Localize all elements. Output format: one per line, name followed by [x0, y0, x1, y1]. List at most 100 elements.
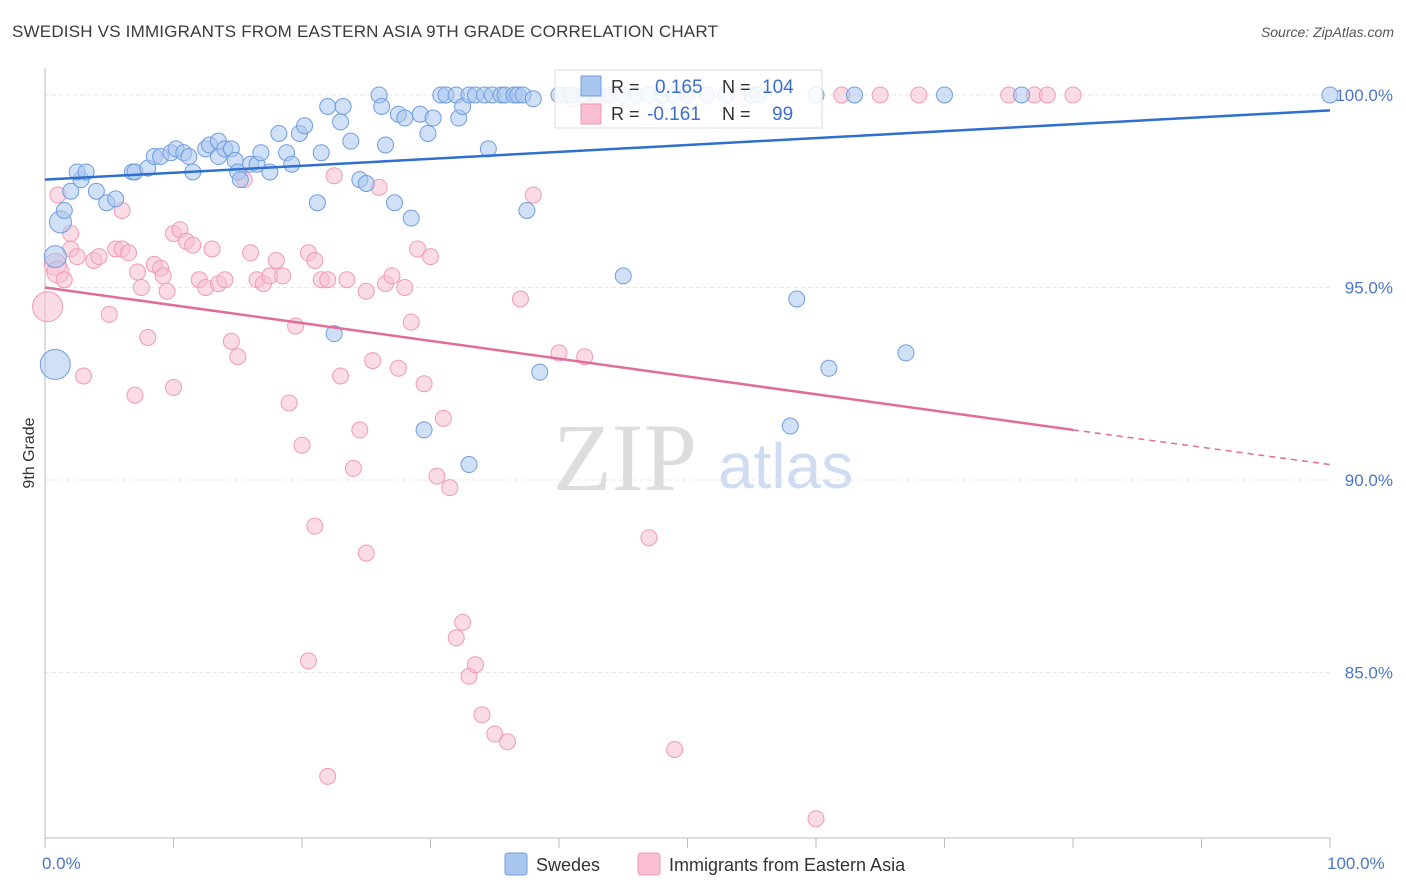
- data-point-asia: [511, 290, 529, 308]
- data-point-asia: [158, 282, 176, 300]
- data-point-asia: [100, 305, 118, 323]
- data-point-asia: [222, 332, 240, 350]
- data-point-swedes: [846, 86, 864, 104]
- stats-swedes-n-label: N =: [722, 77, 751, 97]
- data-point-asia: [351, 421, 369, 439]
- data-point-asia: [55, 271, 73, 289]
- data-point-swedes: [897, 344, 915, 362]
- data-point-swedes: [107, 190, 125, 208]
- stats-swedes-r-value: 0.165: [655, 77, 703, 98]
- data-point-asia: [383, 267, 401, 285]
- data-point-swedes: [781, 417, 799, 435]
- data-point-swedes: [252, 144, 270, 162]
- data-point-asia: [409, 240, 427, 258]
- stats-asia-r-value: -0.161: [647, 104, 701, 125]
- x-tick-label-min: 0.0%: [42, 854, 81, 873]
- data-point-asia: [357, 544, 375, 562]
- trend-line-asia-extension: [1072, 429, 1331, 466]
- data-point-swedes: [319, 98, 337, 115]
- data-point-swedes: [419, 124, 437, 142]
- data-point-asia: [319, 271, 337, 289]
- stats-asia-r-label: R =: [611, 104, 640, 124]
- data-point-swedes: [820, 359, 838, 377]
- data-point-asia: [293, 436, 311, 454]
- y-tick-labels: 85.0% 90.0% 95.0% 100.0%: [1335, 86, 1393, 683]
- data-point-asia: [184, 236, 202, 254]
- data-point-asia: [274, 267, 292, 285]
- data-point-asia: [466, 656, 484, 674]
- data-point-asia: [129, 263, 147, 281]
- y-tick-label: 85.0%: [1345, 663, 1393, 682]
- data-point-swedes: [386, 194, 404, 212]
- data-point-swedes: [1321, 86, 1339, 104]
- data-point-asia: [640, 529, 658, 547]
- data-point-swedes: [415, 421, 433, 439]
- data-point-asia: [139, 329, 157, 346]
- data-point-asia: [871, 86, 889, 104]
- data-point-swedes: [296, 117, 314, 135]
- data-point-swedes: [396, 109, 414, 127]
- data-point-swedes: [1013, 86, 1031, 104]
- data-point-asia: [910, 86, 928, 104]
- data-point-asia: [306, 517, 324, 535]
- data-point-asia: [402, 313, 420, 331]
- data-point-asia: [422, 248, 439, 266]
- data-point-swedes: [614, 267, 632, 285]
- data-point-asia: [344, 459, 362, 477]
- data-point-asia: [441, 479, 459, 497]
- data-point-swedes: [87, 182, 105, 200]
- data-point-swedes: [531, 363, 549, 381]
- data-point-swedes: [460, 456, 478, 474]
- data-point-swedes: [334, 98, 352, 115]
- data-point-asia: [319, 767, 337, 785]
- data-point-swedes: [308, 194, 326, 212]
- data-point-swedes: [77, 163, 95, 181]
- watermark-zip: ZIP: [553, 404, 697, 511]
- data-point-asia: [154, 267, 172, 285]
- data-point-swedes: [180, 148, 198, 166]
- data-point-asia: [332, 367, 350, 385]
- data-point-asia: [486, 725, 504, 743]
- data-point-asia: [454, 613, 472, 631]
- stats-legend: R = 0.165 N = 104 R = -0.161 N = 99: [554, 69, 823, 129]
- data-point-swedes: [283, 155, 301, 173]
- data-point-asia: [447, 629, 465, 647]
- data-point-asia: [1064, 86, 1082, 104]
- data-point-asia: [203, 240, 221, 258]
- data-point-swedes: [424, 109, 442, 127]
- data-point-swedes: [43, 245, 67, 269]
- data-point-swedes: [373, 98, 391, 115]
- data-point-asia: [75, 367, 93, 385]
- trend-lines: [44, 109, 1331, 466]
- data-point-asia: [165, 379, 182, 397]
- data-point-asia: [120, 244, 138, 262]
- stats-swatch-swedes: [580, 75, 602, 97]
- chart-title: SWEDISH VS IMMIGRANTS FROM EASTERN ASIA …: [12, 22, 719, 41]
- data-point-swedes: [62, 182, 80, 200]
- y-tick-label: 95.0%: [1345, 278, 1393, 297]
- data-point-swedes: [524, 90, 542, 108]
- data-point-asia: [364, 352, 382, 370]
- legend-swatch-swedes: [504, 852, 528, 876]
- data-point-asia: [229, 348, 247, 366]
- data-point-asia: [415, 375, 433, 393]
- data-point-asia: [90, 248, 108, 266]
- data-point-swedes: [357, 175, 375, 192]
- data-point-asia: [242, 244, 260, 262]
- data-point-swedes: [342, 132, 360, 150]
- data-point-asia: [267, 252, 285, 269]
- y-tick-label: 90.0%: [1345, 471, 1393, 490]
- data-point-asia: [216, 271, 234, 289]
- data-point-asia: [807, 810, 825, 828]
- data-point-swedes: [332, 113, 350, 131]
- data-point-asia: [473, 706, 491, 724]
- data-point-swedes: [377, 136, 395, 154]
- data-point-asia: [1038, 86, 1056, 104]
- data-point-swedes: [518, 201, 536, 219]
- data-point-swedes: [39, 348, 71, 380]
- y-axis-label: 9th Grade: [21, 417, 38, 488]
- data-point-asia: [666, 740, 684, 758]
- data-point-asia: [132, 278, 150, 296]
- data-point-swedes: [325, 325, 343, 343]
